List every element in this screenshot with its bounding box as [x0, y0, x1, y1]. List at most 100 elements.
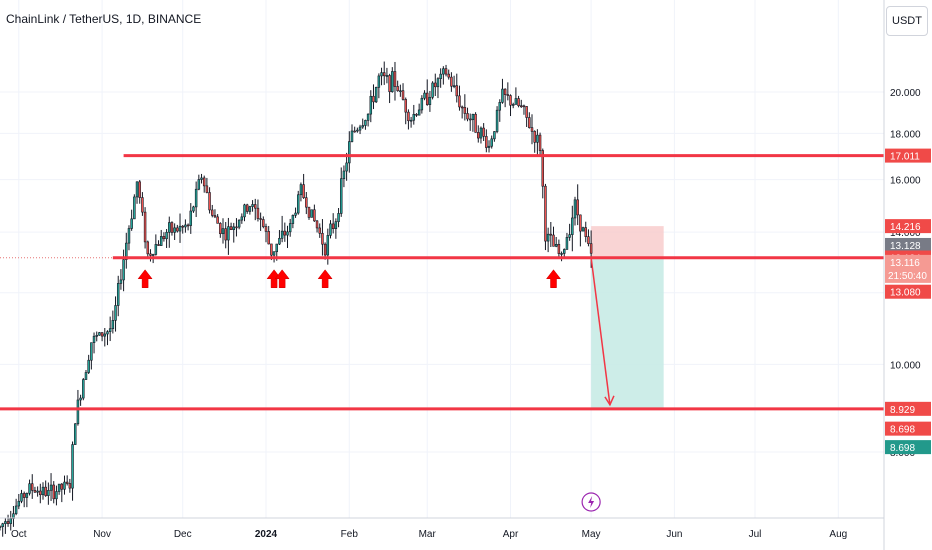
- candle: [154, 244, 158, 255]
- candle: [369, 95, 373, 115]
- projection-arrow-head: [604, 395, 615, 407]
- candle: [170, 222, 174, 233]
- candle: [407, 111, 410, 122]
- price-label-bg: [885, 421, 931, 436]
- y-tick-label: 10.000: [890, 360, 921, 371]
- candle: [79, 397, 82, 401]
- candle: [133, 196, 136, 220]
- candle: [267, 231, 270, 245]
- candle: [356, 129, 359, 132]
- candle: [184, 224, 187, 228]
- candle: [538, 134, 542, 151]
- candle: [151, 254, 155, 256]
- price-label: 8.698: [885, 440, 931, 455]
- x-tick-label: 2024: [255, 529, 278, 540]
- candle: [41, 486, 45, 496]
- price-label: 14.216: [885, 219, 931, 234]
- price-label: 13.128: [885, 237, 931, 252]
- price-label-text: 14.216: [890, 222, 921, 233]
- candle: [337, 213, 340, 222]
- candle: [288, 223, 292, 233]
- candle: [272, 251, 276, 256]
- candle: [280, 230, 284, 239]
- candle: [372, 95, 375, 103]
- candle: [9, 518, 12, 524]
- candle: [522, 105, 526, 108]
- candle: [291, 215, 295, 224]
- candle: [181, 225, 184, 228]
- candle: [157, 244, 160, 246]
- candle: [297, 194, 300, 214]
- candle: [192, 206, 195, 212]
- candle: [353, 130, 356, 133]
- candle: [114, 305, 117, 321]
- candle: [135, 181, 139, 198]
- candle: [216, 216, 219, 224]
- candle: [530, 127, 534, 132]
- candle: [95, 334, 98, 337]
- candle: [313, 209, 316, 222]
- price-label: 8.929: [885, 401, 931, 416]
- candle: [68, 483, 72, 489]
- candle: [25, 493, 29, 498]
- candle: [237, 219, 241, 228]
- price-label: 13.116 21:50:40: [885, 254, 931, 283]
- candle: [71, 444, 74, 489]
- candle: [106, 331, 109, 335]
- candle: [20, 493, 23, 502]
- candle: [552, 234, 555, 247]
- x-tick-label: Jul: [749, 529, 762, 540]
- candle: [452, 85, 456, 87]
- candle: [436, 78, 440, 88]
- candle: [417, 109, 421, 116]
- projection-arrow: [590, 257, 611, 405]
- candle: [544, 185, 547, 242]
- candle: [321, 232, 324, 245]
- candle: [361, 125, 364, 128]
- candle: [425, 92, 429, 105]
- candle: [208, 192, 211, 211]
- candle: [92, 335, 96, 343]
- candle: [399, 90, 402, 93]
- candle: [587, 236, 590, 244]
- candle: [189, 210, 193, 226]
- candle: [141, 197, 144, 213]
- candle: [6, 521, 10, 524]
- chart-title: ChainLink / TetherUS, 1D, BINANCE: [6, 12, 202, 26]
- candle: [503, 88, 507, 95]
- candle: [39, 490, 42, 496]
- currency-selector[interactable]: USDT: [886, 6, 928, 36]
- candle: [415, 113, 418, 116]
- candle: [186, 224, 190, 227]
- candle: [560, 253, 563, 255]
- candle: [221, 228, 225, 235]
- x-tick-label: Feb: [341, 529, 359, 540]
- candle: [76, 399, 80, 425]
- candle: [468, 118, 472, 121]
- candle: [108, 328, 112, 332]
- candle: [197, 179, 201, 190]
- candle: [334, 221, 338, 229]
- candle: [409, 119, 413, 122]
- candle: [541, 150, 545, 187]
- support-arrow-icon: [545, 269, 562, 289]
- price-label-bg: [885, 254, 931, 283]
- candle: [423, 92, 426, 99]
- candle: [374, 87, 378, 103]
- candle: [36, 490, 39, 493]
- candle: [501, 88, 504, 103]
- candle: [213, 215, 217, 218]
- candle: [283, 230, 287, 236]
- candle: [173, 227, 176, 233]
- candle: [568, 234, 571, 238]
- candle: [12, 513, 15, 519]
- candle: [240, 216, 244, 221]
- support-arrow-icon: [317, 269, 333, 289]
- lightning-icon: [588, 496, 595, 508]
- price-label-time: 21:50:40: [888, 271, 927, 282]
- candle: [511, 104, 515, 106]
- candle: [404, 99, 407, 113]
- price-label-text: 8.698: [890, 443, 915, 454]
- candle: [388, 75, 391, 93]
